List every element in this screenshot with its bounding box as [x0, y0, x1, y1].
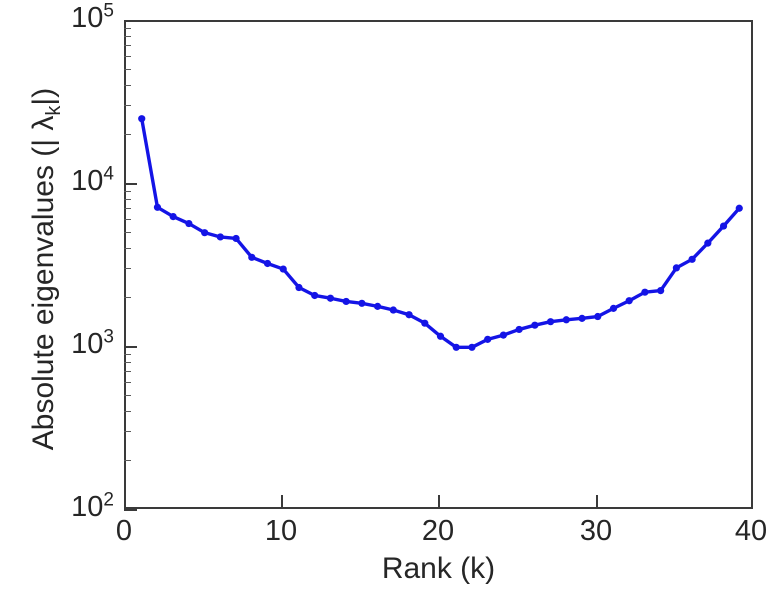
y-axis-title-subscript: k — [43, 105, 65, 116]
data-point — [374, 302, 382, 310]
data-point — [436, 332, 445, 340]
y-minor-tick — [124, 371, 131, 373]
data-point — [326, 294, 335, 302]
data-point — [641, 288, 649, 296]
y-tick-1e3 — [124, 346, 137, 348]
y-tick-label-1e3-base: 10 — [71, 328, 104, 360]
y-tick-1e5 — [124, 20, 137, 22]
data-point — [546, 318, 555, 326]
y-tick-label-1e5-base: 10 — [71, 2, 104, 34]
data-point — [263, 259, 272, 268]
x-tick-label-10: 10 — [264, 515, 298, 547]
data-point — [153, 203, 162, 211]
data-point — [515, 325, 523, 334]
y-tick-label-1e3-exp: 3 — [103, 326, 114, 348]
y-minor-tick — [124, 35, 131, 37]
x-tick-10 — [281, 495, 283, 509]
y-axis-title-suffix: |) — [27, 87, 60, 106]
data-point — [389, 306, 397, 314]
data-point — [201, 229, 209, 237]
data-point — [499, 331, 507, 339]
data-point — [609, 304, 618, 312]
data-point — [452, 343, 460, 351]
y-minor-tick — [124, 27, 131, 29]
y-axis-title: Absolute eigenvalues (| λk|) — [27, 0, 65, 549]
y-minor-tick — [124, 395, 131, 397]
y-minor-tick — [124, 247, 131, 249]
y-minor-tick — [124, 219, 131, 221]
y-tick-label-1e5: 105 — [4, 1, 114, 34]
y-minor-tick — [124, 84, 131, 86]
data-point — [578, 314, 586, 322]
data-point — [704, 239, 712, 247]
x-tick-label-0: 0 — [115, 515, 133, 547]
data-point — [358, 299, 366, 307]
data-point — [672, 264, 680, 272]
data-point — [169, 212, 177, 221]
y-minor-tick — [124, 268, 131, 270]
y-minor-tick — [124, 190, 131, 192]
series-line-plot — [138, 115, 743, 351]
x-tick-30 — [596, 495, 598, 509]
data-point — [405, 311, 413, 319]
y-minor-tick — [124, 410, 131, 412]
x-axis-title: Rank (k) — [381, 552, 496, 585]
y-tick-label-1e2: 102 — [4, 490, 114, 523]
y-tick-label-1e2-exp: 2 — [103, 489, 114, 511]
y-minor-tick — [124, 105, 131, 107]
data-point — [719, 222, 728, 230]
y-tick-label-1e4: 104 — [4, 164, 114, 197]
y-minor-tick — [124, 232, 131, 234]
series-markers — [138, 115, 743, 351]
data-point — [295, 283, 303, 292]
y-minor-tick — [124, 361, 131, 363]
data-point — [562, 316, 570, 324]
data-point — [625, 297, 633, 305]
data-point — [216, 233, 224, 241]
y-axis-title-prefix: Absolute eigenvalues (| λ — [27, 115, 60, 451]
y-minor-tick — [124, 45, 131, 47]
y-tick-label-1e4-base: 10 — [71, 165, 104, 197]
data-point — [248, 253, 256, 261]
x-tick-20 — [438, 495, 440, 509]
x-tick-0 — [124, 495, 126, 509]
data-point — [421, 319, 429, 327]
data-point — [468, 343, 476, 351]
y-tick-label-1e5-exp: 5 — [103, 0, 114, 22]
y-minor-tick — [124, 459, 131, 461]
data-point — [688, 255, 696, 263]
y-minor-tick — [124, 353, 131, 355]
x-tick-40 — [751, 495, 753, 509]
y-minor-tick — [124, 198, 131, 200]
y-tick-label-1e4-exp: 4 — [103, 163, 114, 185]
y-minor-tick — [124, 431, 131, 433]
data-point — [232, 234, 240, 243]
data-point — [342, 297, 350, 306]
data-point — [138, 115, 146, 123]
data-point — [594, 312, 602, 321]
y-tick-1e4 — [124, 183, 137, 185]
x-tick-label-20: 20 — [421, 515, 455, 547]
y-tick-label-1e3: 103 — [4, 327, 114, 360]
data-point — [531, 321, 539, 329]
data-point — [484, 335, 492, 343]
data-point — [311, 291, 319, 300]
x-tick-label-30: 30 — [579, 515, 613, 547]
plot-area — [124, 20, 753, 509]
y-minor-tick — [124, 56, 131, 58]
y-minor-tick — [124, 296, 131, 298]
y-minor-tick — [124, 69, 131, 71]
y-minor-tick — [124, 133, 131, 135]
series-polyline — [140, 117, 741, 349]
data-point — [185, 219, 193, 228]
y-minor-tick — [124, 208, 131, 210]
y-minor-tick — [124, 382, 131, 384]
data-point — [735, 204, 743, 212]
x-tick-label-40: 40 — [734, 515, 768, 547]
data-point — [279, 265, 287, 273]
y-tick-1e2 — [124, 509, 137, 511]
data-point — [657, 286, 665, 295]
y-tick-label-1e2-base: 10 — [71, 491, 104, 523]
